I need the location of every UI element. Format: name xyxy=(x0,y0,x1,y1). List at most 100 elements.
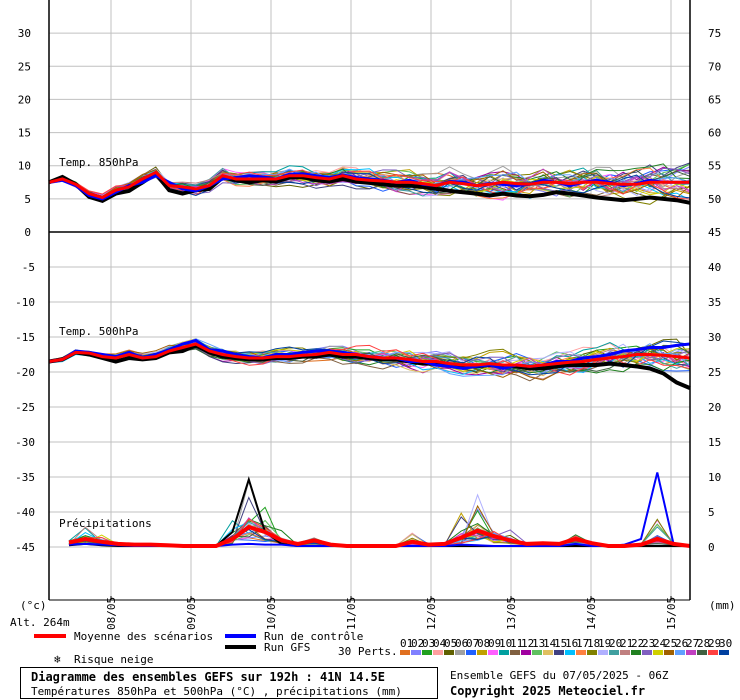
y-tick-right: 20 xyxy=(708,401,721,414)
pert-swatch xyxy=(400,650,410,655)
chart-grid xyxy=(49,0,690,600)
pert-swatch xyxy=(422,650,432,655)
y-tick-right: 10 xyxy=(708,471,721,484)
pert-swatch xyxy=(543,650,553,655)
pert-number: 15 xyxy=(554,637,567,650)
pert-swatch xyxy=(455,650,465,655)
pert-number: 08 xyxy=(477,637,490,650)
pert-swatch xyxy=(510,650,520,655)
pert-swatch xyxy=(631,650,641,655)
panel-title-precip: Précipitations xyxy=(59,517,152,530)
y-tick-left: 30 xyxy=(18,27,31,40)
pert-swatch xyxy=(664,650,674,655)
pert-numbers: 0102030405060708091011121314151617181920… xyxy=(400,637,732,650)
x-tick-label: 09/05 xyxy=(185,597,198,630)
x-tick-label: 15/05 xyxy=(665,597,678,630)
pert-number: 21 xyxy=(620,637,633,650)
pert-number: 14 xyxy=(543,637,557,650)
x-tick-label: 10/05 xyxy=(265,597,278,630)
diagram-subtitle: Températures 850hPa et 500hPa (°C) , pré… xyxy=(31,685,402,698)
precip-gfs-line xyxy=(68,476,690,547)
x-tick-label: 13/05 xyxy=(505,597,518,630)
y-tick-right: 35 xyxy=(708,296,721,309)
pert-number: 17 xyxy=(576,637,589,650)
member-precip-line xyxy=(68,496,691,547)
pert-number: 05 xyxy=(444,637,457,650)
copyright: Copyright 2025 Meteociel.fr xyxy=(450,684,646,698)
pert-number: 16 xyxy=(565,637,578,650)
info-box: Diagramme des ensembles GEFS sur 192h : … xyxy=(20,667,438,699)
pert-swatch xyxy=(675,650,685,655)
main-series xyxy=(48,170,691,548)
pert-swatch xyxy=(554,650,564,655)
member-precip-line xyxy=(68,508,691,547)
pert-number: 03 xyxy=(422,637,435,650)
mean-line xyxy=(48,170,690,200)
pert-number: 25 xyxy=(664,637,677,650)
y-tick-right: 45 xyxy=(708,226,721,239)
legend-control-label: Run de contrôle xyxy=(264,630,363,643)
pert-number: 28 xyxy=(697,637,710,650)
y-tick-left: -45 xyxy=(15,541,35,554)
pert-swatch xyxy=(642,650,652,655)
pert-swatch xyxy=(708,650,718,655)
right-unit-label: (mm) xyxy=(709,599,736,612)
y-tick-left: -40 xyxy=(15,506,35,519)
y-tick-left: 5 xyxy=(24,193,31,206)
snowflake-icon: ❄ xyxy=(54,653,61,666)
pert-number: 18 xyxy=(587,637,600,650)
y-tick-right: 65 xyxy=(708,93,721,106)
pert-swatch xyxy=(521,650,531,655)
pert-number: 06 xyxy=(455,637,468,650)
pert-number: 20 xyxy=(609,637,622,650)
y-tick-left: -30 xyxy=(15,436,35,449)
pert-number: 22 xyxy=(631,637,644,650)
pert-swatch xyxy=(576,650,586,655)
legend-perts-label: 30 Perts. xyxy=(338,645,398,658)
y-tick-left: -10 xyxy=(15,296,35,309)
pert-swatch xyxy=(411,650,421,655)
y-tick-right: 55 xyxy=(708,160,721,173)
pert-number: 19 xyxy=(598,637,611,650)
pert-swatch xyxy=(587,650,597,655)
y-tick-left: -5 xyxy=(22,261,35,274)
left-unit-label: (°c) xyxy=(20,599,47,612)
pert-swatch xyxy=(488,650,498,655)
y-tick-right: 75 xyxy=(708,27,721,40)
y-tick-right: 70 xyxy=(708,60,721,73)
legend-mean-label: Moyenne des scénarios xyxy=(74,630,213,643)
member-precip-line xyxy=(68,493,691,547)
member-precip-line xyxy=(68,518,691,547)
member-precip-line xyxy=(68,517,691,547)
y-tick-right: 5 xyxy=(708,506,715,519)
pert-swatch xyxy=(598,650,608,655)
pert-number: 09 xyxy=(488,637,501,650)
y-tick-left: 15 xyxy=(18,127,31,140)
member-precip-line xyxy=(68,518,691,547)
y-tick-right: 60 xyxy=(708,127,721,140)
x-tick-label: 11/05 xyxy=(345,597,358,630)
pert-number: 02 xyxy=(411,637,424,650)
y-tick-right: 15 xyxy=(708,436,721,449)
pert-swatch xyxy=(532,650,542,655)
y-tick-left: 25 xyxy=(18,60,31,73)
y-tick-left: -15 xyxy=(15,331,35,344)
pert-swatch xyxy=(433,650,443,655)
y-tick-right: 0 xyxy=(708,541,715,554)
pert-swatch xyxy=(499,650,509,655)
y-tick-left: -35 xyxy=(15,471,35,484)
pert-swatch xyxy=(686,650,696,655)
chart-frame xyxy=(48,0,691,601)
y-tick-right: 25 xyxy=(708,366,721,379)
y-tick-right: 30 xyxy=(708,331,721,344)
pert-number: 23 xyxy=(642,637,655,650)
mean-line xyxy=(48,342,691,368)
legend-snow-label: Risque neige xyxy=(74,653,153,666)
x-tick-label: 08/05 xyxy=(105,597,118,630)
legend-gfs-label: Run GFS xyxy=(264,641,310,654)
member-precip-line xyxy=(68,518,691,547)
pert-number: 11 xyxy=(510,637,523,650)
panel-title-500: Temp. 500hPa xyxy=(59,325,138,338)
